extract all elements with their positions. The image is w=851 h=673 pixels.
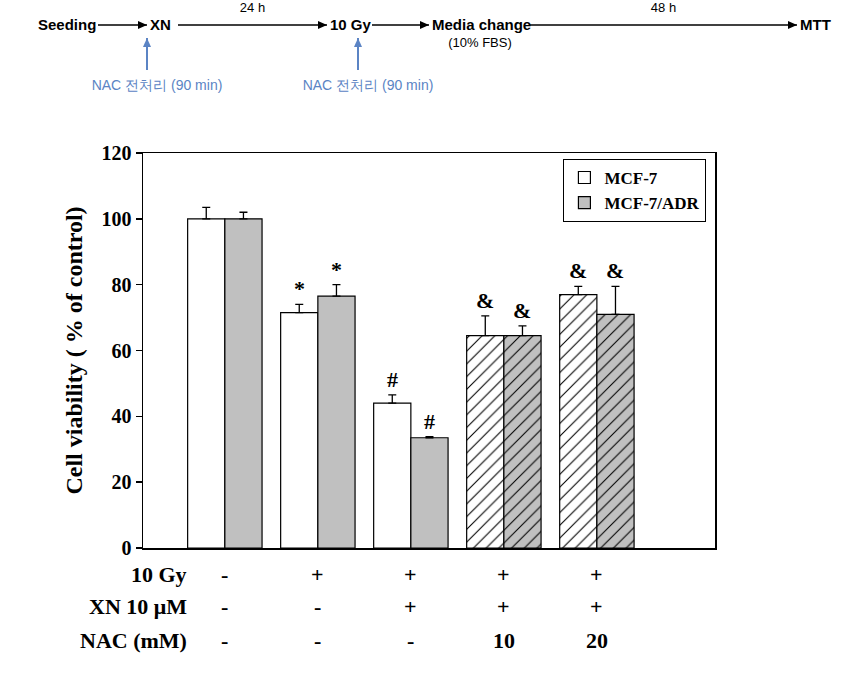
- svg-text:NAC 전처리 (90 min): NAC 전처리 (90 min): [92, 77, 223, 93]
- svg-text:&: &: [476, 288, 494, 313]
- svg-text:MCF-7: MCF-7: [604, 169, 657, 188]
- svg-text:10 Gy: 10 Gy: [131, 562, 187, 587]
- svg-text:+: +: [497, 594, 510, 619]
- svg-text:+: +: [497, 562, 510, 587]
- svg-text:MTT: MTT: [800, 16, 831, 33]
- svg-text:NAC (mM): NAC (mM): [80, 628, 187, 653]
- svg-text:NAC 전처리 (90 min): NAC 전처리 (90 min): [303, 77, 434, 93]
- svg-text:20: 20: [112, 471, 132, 493]
- svg-text:-: -: [314, 594, 321, 619]
- svg-text:XN: XN: [150, 16, 171, 33]
- svg-text:Cell viability ( % of control): Cell viability ( % of control): [61, 206, 87, 494]
- svg-text:-: -: [221, 594, 228, 619]
- svg-text:100: 100: [102, 208, 132, 230]
- svg-text:&: &: [513, 298, 531, 323]
- svg-text:-: -: [221, 562, 228, 587]
- svg-text:+: +: [590, 594, 603, 619]
- svg-text:120: 120: [102, 142, 132, 164]
- svg-text:10: 10: [493, 628, 515, 653]
- svg-text:Media change: Media change: [432, 16, 531, 33]
- svg-text:&: &: [606, 258, 624, 283]
- svg-text:20: 20: [586, 628, 608, 653]
- svg-text:+: +: [404, 562, 417, 587]
- svg-text:*: *: [331, 257, 342, 282]
- svg-text:(10% FBS): (10% FBS): [448, 35, 512, 50]
- svg-text:10 Gy: 10 Gy: [330, 16, 372, 33]
- svg-text:-: -: [314, 628, 321, 653]
- svg-text:24 h: 24 h: [240, 0, 265, 15]
- svg-text:Seeding: Seeding: [38, 16, 96, 33]
- svg-text:MCF-7/ADR: MCF-7/ADR: [604, 194, 699, 213]
- svg-text:80: 80: [112, 274, 132, 296]
- svg-text:#: #: [387, 367, 398, 392]
- svg-text:+: +: [590, 562, 603, 587]
- svg-text:0: 0: [122, 537, 132, 559]
- svg-text:&: &: [569, 258, 587, 283]
- svg-text:+: +: [404, 594, 417, 619]
- svg-text:#: #: [424, 409, 435, 434]
- svg-text:48 h: 48 h: [651, 0, 676, 15]
- svg-text:XN 10 μM: XN 10 μM: [89, 594, 187, 619]
- svg-text:+: +: [311, 562, 324, 587]
- svg-text:*: *: [294, 276, 305, 301]
- svg-text:-: -: [407, 628, 414, 653]
- svg-text:40: 40: [112, 405, 132, 427]
- svg-text:60: 60: [112, 340, 132, 362]
- svg-text:-: -: [221, 628, 228, 653]
